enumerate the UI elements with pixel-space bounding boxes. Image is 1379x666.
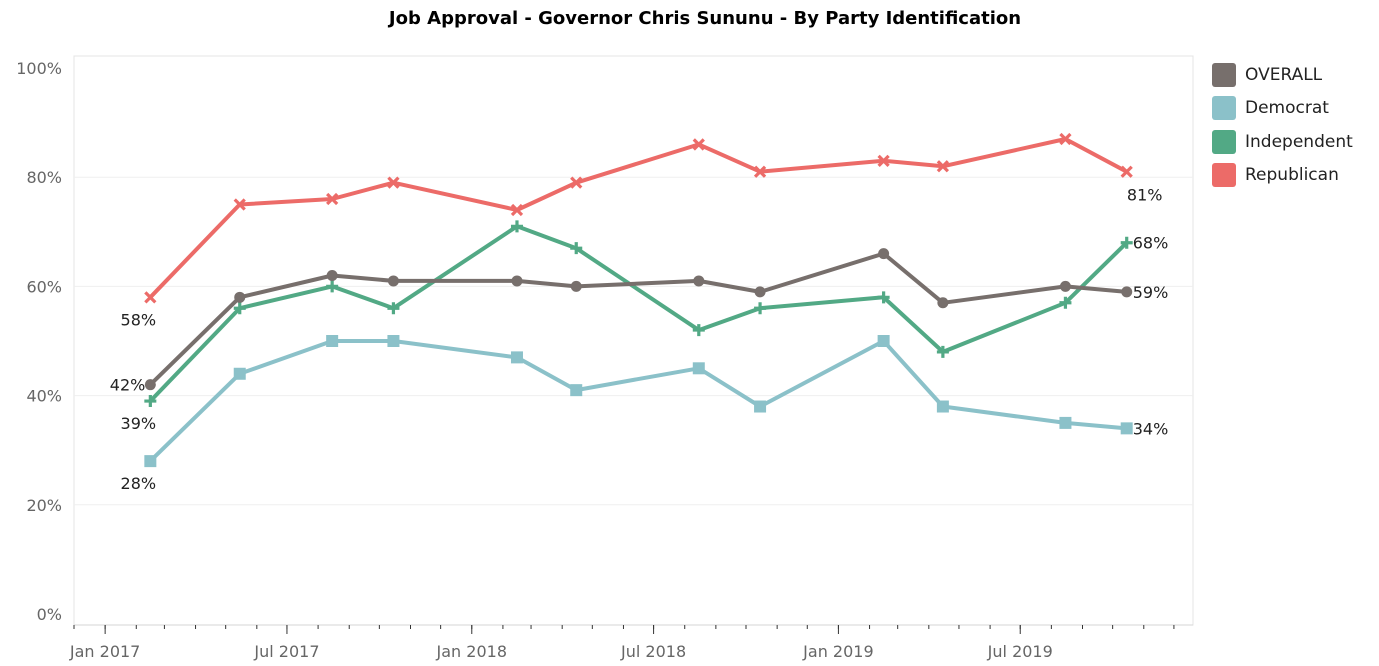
data-point <box>233 302 246 315</box>
data-point <box>326 280 339 293</box>
data-point <box>1059 416 1072 429</box>
data-point <box>387 275 399 287</box>
data-point <box>878 248 890 260</box>
data-point <box>233 367 246 380</box>
x-tick-label: Jul 2018 <box>620 642 686 661</box>
y-tick-label: 80% <box>26 168 62 187</box>
legend-label: Democrat <box>1245 98 1329 119</box>
data-point <box>144 455 157 468</box>
legend-label: Independent <box>1245 131 1353 152</box>
x-tick-label: Jan 2019 <box>802 642 873 661</box>
data-point <box>1121 286 1133 298</box>
data-point <box>326 269 338 281</box>
x-tick-label: Jul 2019 <box>987 642 1053 661</box>
data-point <box>753 165 767 178</box>
data-point <box>754 400 767 413</box>
data-label: 34% <box>1133 419 1169 438</box>
data-point <box>326 335 339 347</box>
legend: OVERALL Democrat Independent Republican <box>1212 58 1353 192</box>
series-republican <box>144 132 1133 304</box>
data-point <box>387 176 400 189</box>
series-democrat <box>144 335 1133 468</box>
data-point <box>510 203 524 217</box>
data-point <box>877 335 890 347</box>
data-point <box>936 345 949 358</box>
plot-frame <box>73 55 1194 626</box>
data-label: 59% <box>1133 283 1169 302</box>
series-line <box>148 339 1129 464</box>
series-overall <box>144 248 1133 391</box>
x-tick-label: Jan 2017 <box>69 642 140 661</box>
legend-item-republican: Republican <box>1212 159 1353 193</box>
legend-swatch <box>1212 62 1236 87</box>
data-label: 28% <box>121 474 157 493</box>
data-point <box>1120 165 1133 178</box>
data-label: 68% <box>1133 234 1169 253</box>
gridlines <box>73 55 1194 626</box>
x-tick-label: Jul 2017 <box>253 642 319 661</box>
series-line <box>148 137 1129 300</box>
data-point <box>144 291 157 304</box>
data-point <box>233 198 246 211</box>
data-point <box>877 291 890 304</box>
data-point <box>936 160 950 173</box>
data-label: 58% <box>121 310 157 329</box>
data-point <box>692 362 705 375</box>
data-point <box>937 297 949 309</box>
series-lines <box>144 132 1133 468</box>
legend-swatch <box>1212 96 1236 121</box>
data-point <box>570 280 582 292</box>
data-point <box>510 351 523 364</box>
data-labels: 28% 34% 39% 68% 42% 59% 58% 81% <box>110 186 1168 493</box>
data-point <box>1059 296 1072 309</box>
data-point <box>144 379 156 391</box>
series-independent <box>144 220 1133 408</box>
data-point <box>326 192 339 206</box>
legend-swatch <box>1212 129 1236 154</box>
legend-item-independent: Independent <box>1212 125 1353 159</box>
legend-item-democrat: Democrat <box>1212 92 1353 126</box>
data-point <box>387 335 400 347</box>
y-tick-label: 100% <box>16 59 62 78</box>
data-point <box>693 275 705 287</box>
data-point <box>144 395 157 408</box>
y-tick-label: 0% <box>37 605 62 624</box>
data-label: 81% <box>1127 186 1163 205</box>
y-tick-label: 40% <box>26 387 62 406</box>
data-point <box>1120 236 1133 249</box>
legend-swatch <box>1212 163 1236 188</box>
legend-item-overall: OVERALL <box>1212 58 1353 92</box>
y-tick-label: 20% <box>26 496 62 515</box>
data-point <box>570 384 583 397</box>
data-point <box>570 176 583 189</box>
y-tick-label: 60% <box>26 277 62 296</box>
data-point <box>1059 132 1072 146</box>
legend-label: OVERALL <box>1245 64 1323 85</box>
data-label: 39% <box>121 414 157 433</box>
axes: 0% 20% 40% 60% 80% 100% Jan 2017 Jul 2017 Jan 20… <box>16 59 1193 661</box>
data-point <box>570 242 583 255</box>
data-label: 42% <box>110 376 146 395</box>
data-point <box>936 400 949 413</box>
data-point <box>692 138 705 151</box>
legend-label: Republican <box>1245 165 1339 186</box>
chart-title: Job Approval - Governor Chris Sununu - B… <box>388 8 1022 29</box>
data-point <box>754 286 766 298</box>
series-line <box>148 224 1129 404</box>
data-point <box>387 302 400 315</box>
data-point <box>511 275 523 287</box>
data-point <box>692 324 705 337</box>
data-point <box>234 291 246 303</box>
series-line <box>148 251 1129 387</box>
data-point <box>1120 422 1133 435</box>
x-tick-label: Jan 2018 <box>436 642 507 661</box>
data-point <box>877 154 890 167</box>
data-point <box>1059 280 1071 292</box>
data-point <box>510 220 523 233</box>
data-point <box>754 302 767 315</box>
